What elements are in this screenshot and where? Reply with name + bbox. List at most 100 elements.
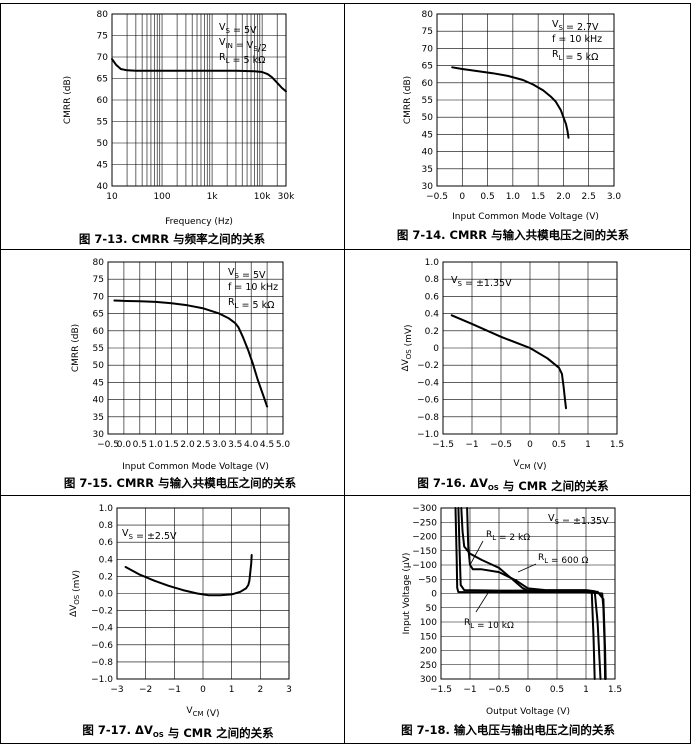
x-tick-label: 1.5 [164,440,178,450]
series-line [457,507,607,680]
legend-entry: RL = 5 kΩ [552,49,598,63]
y-tick-label: −0.8 [417,413,439,423]
y-tick-label: 65 [422,62,433,72]
y-tick-label: 0.6 [425,292,440,302]
x-tick-label: −0.5 [490,440,512,450]
x-tick-label: 3.0 [212,440,227,450]
y-tick-label: −250 [412,518,437,528]
y-tick-label: 40 [97,182,109,192]
x-tick-label: 2.0 [556,192,571,202]
y-tick-label: 50 [93,361,105,371]
x-tick-label: 100 [153,192,170,202]
y-tick-label: 300 [420,675,437,685]
y-tick-label: 35 [422,165,433,175]
y-tick-label: 0 [433,344,439,354]
y-tick-label: 0.0 [99,590,114,600]
x-tick-label: −0.5 [426,192,448,202]
x-tick-label: 1 [229,685,235,695]
legend-entry: f = 10 kHz [228,282,278,293]
y-tick-label: 50 [97,139,109,149]
x-tick-label: 4.0 [244,440,259,450]
y-axis-label: ΔVOS (mV) [401,324,414,371]
y-tick-label: 65 [93,310,104,320]
x-tick-label: 0 [527,440,533,450]
y-tick-label: 45 [422,130,433,140]
x-tick-label: 0.0 [117,440,132,450]
x-tick-label: 1.0 [506,192,521,202]
x-axis-label: VCM (V) [513,459,546,472]
legend: VS = ±1.35V [548,513,609,527]
series-line [450,314,567,410]
x-tick-label: 0.5 [133,440,147,450]
x-tick-label: 10 [106,192,118,202]
x-tick-label: −2 [139,685,152,695]
plot-frame [116,507,290,680]
x-tick-label: 2.5 [196,440,210,450]
y-tick-label: 55 [93,344,104,354]
cell-7-15 [0,249,345,496]
plot-frame [107,261,284,435]
legend-entry: RL = 5 kΩ [219,52,265,66]
legend-entry: VIN = VS/2 [219,37,267,54]
legend: VS = ±1.35V [451,275,512,289]
chart-cmrr-vs-vcm-5v: −0.50.0 0.5 1.0 1.5 2.0 2.5 3.0 3.5 4.0 4.5 5.0 30 3… [64,258,297,490]
annotation-leader [475,592,489,613]
y-tick-label: −1.0 [91,675,113,685]
curve-annotations: RL = 2 kΩ RL = 600 Ω RL = 10 kΩ [464,530,588,631]
x-tick-label: −1.5 [432,440,454,450]
y-tick-label: 75 [97,32,108,42]
annotation-label: RL = 600 Ω [538,553,588,566]
y-tick-label: 0.6 [99,538,114,548]
x-tick-label: 2 [257,685,263,695]
figure-caption: 图 7-15. CMRR 与输入共模电压之间的关系 [64,476,297,490]
y-tick-label: 100 [420,618,437,628]
x-tick-label: 3 [286,685,292,695]
y-tick-label: 35 [93,413,104,423]
y-tick-label: 70 [422,44,434,54]
y-tick-label: 40 [93,396,105,406]
figure-caption: 图 7-13. CMRR 与频率之间的关系 [79,232,266,246]
y-tick-label: 55 [97,118,108,128]
chart-dvos-vs-cmr-2v5: −3 −2 −1 0 1 2 3 −1.0 −0.8 −0.6 −0.4 −0.2 0.0 0.2 0.4 0… [69,504,292,740]
legend-entry: VS = 5V [228,267,266,281]
y-tick-label: −0.2 [91,607,113,617]
x-tick-label: −3 [110,685,123,695]
y-tick-label: 0 [431,590,437,600]
y-tick-label: 150 [420,632,437,642]
plot-frame [436,13,615,187]
x-tick-label: 0 [459,192,465,202]
x-tick-label: 0.5 [552,440,566,450]
y-tick-label: 200 [420,647,437,657]
x-tick-label: −1 [168,685,181,695]
y-tick-label: 75 [422,27,433,37]
y-tick-label: 45 [97,161,108,171]
x-tick-label: −1.5 [430,685,452,695]
series-line [111,58,287,93]
y-tick-label: 0.8 [99,521,114,531]
y-tick-label: 60 [97,96,109,106]
series-line [124,554,253,597]
chart-cmrr-vs-frequency: 10 100 1k 10k 30k 40 45 50 55 60 65 70 75 80 Frequency… [63,10,295,246]
x-tick-label: 1 [583,685,589,695]
y-tick-label: −0.4 [91,624,113,634]
chart-vin-vs-vout: −1.5 −1 −0.5 0 0.5 1 1.5 −300 −250 −200 −150 −100 −5… [401,504,622,737]
figure-caption: 图 7-16. ΔVOS 与 CMR 之间的关系 [417,476,609,493]
x-tick-label: 5.0 [276,440,291,450]
y-tick-label: 55 [422,96,433,106]
y-axis-label: CMRR (dB) [63,76,73,124]
plot-frame [440,507,616,680]
x-tick-label: 1.5 [608,685,622,695]
annotation-label: RL = 10 kΩ [464,618,514,631]
x-tick-label: 4.5 [260,440,274,450]
figure-caption: 图 7-18. 输入电压与输出电压之间的关系 [401,723,615,737]
y-tick-label: 50 [422,113,434,123]
cell-7-18 [344,495,691,744]
y-tick-label: −0.4 [417,378,439,388]
y-tick-label: −50 [418,575,437,585]
plot-frame [111,13,287,187]
y-tick-label: 0.8 [425,275,440,285]
x-tick-label: 0 [200,685,206,695]
legend-entry: VS = 2.7V [552,19,599,33]
legend-entry: RL = 5 kΩ [228,297,274,311]
annotation-leader [517,563,537,573]
